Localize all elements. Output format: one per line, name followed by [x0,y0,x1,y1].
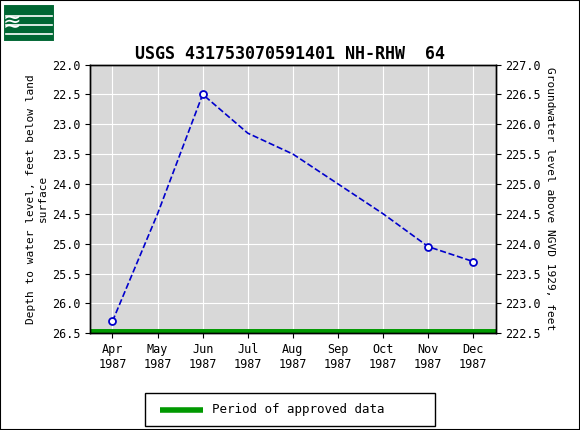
Text: ≋: ≋ [3,12,21,33]
FancyBboxPatch shape [3,3,55,42]
Y-axis label: Depth to water level, feet below land
surface: Depth to water level, feet below land su… [26,74,48,324]
Text: USGS 431753070591401 NH-RHW  64: USGS 431753070591401 NH-RHW 64 [135,45,445,63]
Y-axis label: Groundwater level above NGVD 1929, feet: Groundwater level above NGVD 1929, feet [545,67,556,331]
Text: Period of approved data: Period of approved data [212,403,384,416]
Text: USGS: USGS [58,12,122,33]
